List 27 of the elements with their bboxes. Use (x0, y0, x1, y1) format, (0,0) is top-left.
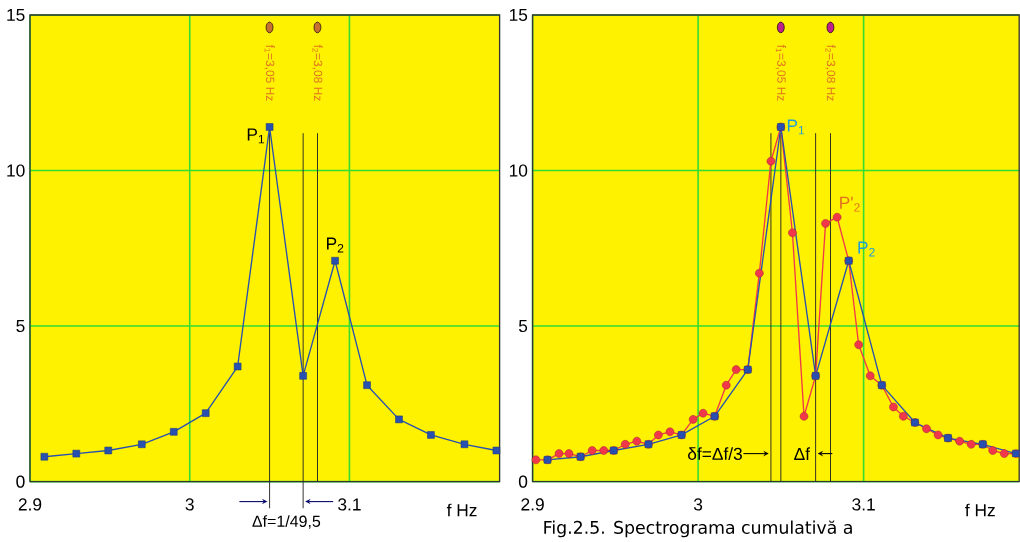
x-tick-label: 2.9 (521, 498, 544, 511)
annotation: P$_{2}$ (327, 237, 344, 253)
annotation: P'$_{2}$ (840, 196, 860, 212)
ref-line-label: f$_{2}$=3,08 Hz (825, 44, 836, 101)
y-tick-label: 10 (509, 164, 528, 177)
y-tick-label: 10 (7, 164, 25, 177)
y-tick-label: 15 (509, 9, 528, 22)
x-axis-title: f Hz (965, 503, 995, 517)
x-tick-label: 2.9 (18, 498, 42, 511)
y-tick-label: 15 (7, 9, 25, 22)
y-tick-label: 5 (518, 320, 528, 333)
ref-line-label: f$_{1}$=3,05 Hz (775, 44, 786, 101)
caption: Fig.2.5. Spectrograma cumulativă a (544, 520, 852, 538)
annotation: Δf (794, 447, 811, 461)
y-tick-label: 0 (16, 475, 25, 488)
x-tick-label: 3 (185, 498, 194, 511)
x-axis-title: f Hz (446, 503, 477, 517)
y-tick-label: 5 (16, 320, 25, 333)
text: Δf=1/49,5 (252, 515, 321, 530)
annotation: P$_{1}$ (247, 128, 265, 144)
ref-line-label: f$_{1}$=3,05 Hz (264, 44, 275, 101)
x-tick-label: 3.1 (852, 498, 875, 511)
x-tick-label: 3 (693, 498, 703, 511)
annotation: P$_{1}$ (787, 119, 805, 135)
x-tick-label: 3.1 (338, 498, 361, 511)
ref-line-label: f$_{2}$=3,08 Hz (312, 44, 323, 101)
y-tick-label: 0 (518, 475, 528, 488)
